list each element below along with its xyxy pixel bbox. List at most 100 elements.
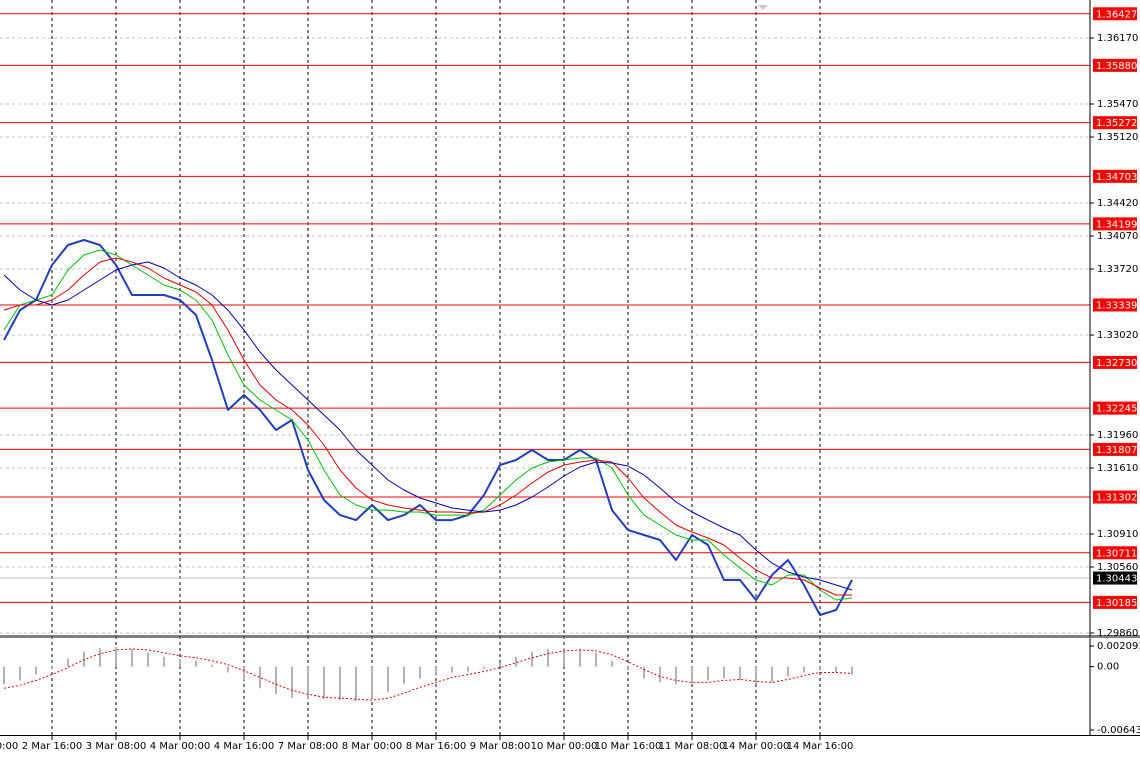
histogram-bar bbox=[563, 647, 565, 667]
level-label: 1.30185 bbox=[1096, 598, 1137, 609]
histogram-bar bbox=[147, 652, 149, 667]
histogram-bar bbox=[99, 647, 101, 667]
level-label-box bbox=[1093, 546, 1137, 560]
histogram-bar bbox=[531, 651, 533, 667]
y-tick-label: 0.00 bbox=[1097, 662, 1119, 673]
histogram-bar bbox=[675, 666, 677, 685]
histogram-bar bbox=[35, 666, 37, 675]
y-tick-label: 1.34070 bbox=[1097, 231, 1138, 242]
level-label: 1.31302 bbox=[1096, 493, 1137, 504]
x-tick-label: 8 Mar 16:00 bbox=[406, 741, 466, 752]
level-label: 1.30711 bbox=[1096, 548, 1137, 559]
level-label: 1.36427 bbox=[1096, 9, 1137, 20]
histogram-bar bbox=[115, 646, 117, 667]
histogram-bar bbox=[515, 656, 517, 667]
price-series bbox=[3, 261, 853, 591]
shift-marker bbox=[758, 5, 768, 10]
y-tick-label: 1.36170 bbox=[1097, 33, 1138, 44]
histogram-bar bbox=[819, 666, 821, 671]
current-price-box bbox=[1093, 571, 1137, 585]
x-tick-label: 9 Mar 08:00 bbox=[470, 741, 530, 752]
level-label: 1.32245 bbox=[1096, 404, 1137, 415]
histogram-bar bbox=[355, 666, 357, 702]
histogram-bar bbox=[275, 666, 277, 695]
histogram-bar bbox=[339, 666, 341, 701]
x-tick-label: 4 Mar 16:00 bbox=[214, 741, 274, 752]
x-tick-label: 14 Mar 16:00 bbox=[787, 741, 854, 752]
y-tick-label: 1.31960 bbox=[1097, 430, 1138, 441]
level-label-box bbox=[1093, 490, 1137, 504]
x-tick-label: 4 Mar 00:00 bbox=[150, 741, 210, 752]
histogram-bar bbox=[3, 666, 5, 685]
y-tick-label: 1.30910 bbox=[1097, 529, 1138, 540]
histogram-bar bbox=[211, 664, 213, 667]
histogram-bar bbox=[291, 666, 293, 699]
y-tick-label: 1.35470 bbox=[1097, 99, 1138, 110]
histogram-bar bbox=[643, 666, 645, 679]
plot bbox=[3, 239, 853, 702]
price-series bbox=[3, 239, 853, 616]
y-tick-label: 1.30560 bbox=[1097, 562, 1138, 573]
level-label: 1.35272 bbox=[1096, 118, 1137, 129]
x-tick-label: 11 Mar 08:00 bbox=[659, 741, 726, 752]
level-label-box bbox=[1093, 116, 1137, 130]
level-label: 1.32730 bbox=[1096, 358, 1137, 369]
level-label: 1.34199 bbox=[1096, 219, 1137, 230]
x-tick-label: 10 Mar 16:00 bbox=[595, 741, 662, 752]
histogram-bar bbox=[691, 666, 693, 684]
level-label: 1.34703 bbox=[1096, 172, 1137, 183]
histogram-bar bbox=[387, 666, 389, 693]
x-tick-label: 7 Mar 08:00 bbox=[278, 741, 338, 752]
level-label-box bbox=[1093, 298, 1137, 312]
histogram-bar bbox=[243, 666, 245, 681]
histogram-bar bbox=[435, 666, 437, 675]
x-tick-label: 10 Mar 00:00 bbox=[531, 741, 598, 752]
x-tick-label: 8 Mar 00:00 bbox=[342, 741, 402, 752]
histogram-bar bbox=[499, 662, 501, 667]
histogram-bar bbox=[259, 666, 261, 689]
y-tick-label: 1.33720 bbox=[1097, 264, 1138, 275]
histogram-bar bbox=[371, 666, 373, 699]
y-tick-label: 0.002093 bbox=[1097, 641, 1140, 652]
price-series bbox=[3, 249, 853, 601]
histogram-bar bbox=[627, 666, 629, 671]
level-label: 1.35880 bbox=[1096, 61, 1137, 72]
histogram-bar bbox=[659, 666, 661, 683]
current-price-label: 1.30443 bbox=[1096, 574, 1137, 585]
histogram-bar bbox=[579, 648, 581, 667]
x-tick-label: 14 Mar 00:00 bbox=[723, 741, 790, 752]
histogram-bar bbox=[547, 648, 549, 667]
histogram-bar bbox=[227, 666, 229, 673]
histogram-bar bbox=[851, 666, 853, 675]
histogram-bar bbox=[771, 666, 773, 683]
histogram-bar bbox=[307, 666, 309, 700]
y-tick-label: 1.29860 bbox=[1097, 628, 1138, 639]
level-label-box bbox=[1093, 169, 1137, 183]
level-label-box bbox=[1093, 401, 1137, 415]
level-label: 1.31807 bbox=[1096, 445, 1137, 456]
x-tick-label: 2 Mar 16:00 bbox=[22, 741, 82, 752]
y-tick-label: 1.34420 bbox=[1097, 198, 1138, 209]
histogram-bar bbox=[483, 666, 485, 669]
y-tick-label: 1.31610 bbox=[1097, 463, 1138, 474]
histogram-bar bbox=[67, 658, 69, 667]
histogram-bar bbox=[739, 666, 741, 681]
histogram-bar bbox=[19, 666, 21, 681]
histogram-bar bbox=[467, 666, 469, 672]
price-series bbox=[3, 257, 852, 596]
histogram-bar bbox=[707, 666, 709, 681]
level-label-box bbox=[1093, 7, 1137, 21]
level-label-box bbox=[1093, 355, 1137, 369]
x-tick-label: 2 Mar 00:00 bbox=[0, 741, 18, 752]
level-label-box bbox=[1093, 217, 1137, 231]
histogram-bar bbox=[803, 666, 805, 673]
axes: 1.36170 1.35470 1.35120 1.34420 1.34070 1.337… bbox=[0, 7, 1140, 752]
histogram-bar bbox=[131, 648, 133, 667]
histogram-bar bbox=[51, 666, 53, 669]
histogram-bar bbox=[163, 656, 165, 667]
y-tick-label: -0.006435 bbox=[1097, 725, 1140, 736]
histogram-bar bbox=[451, 666, 453, 673]
grid bbox=[0, 0, 1090, 735]
